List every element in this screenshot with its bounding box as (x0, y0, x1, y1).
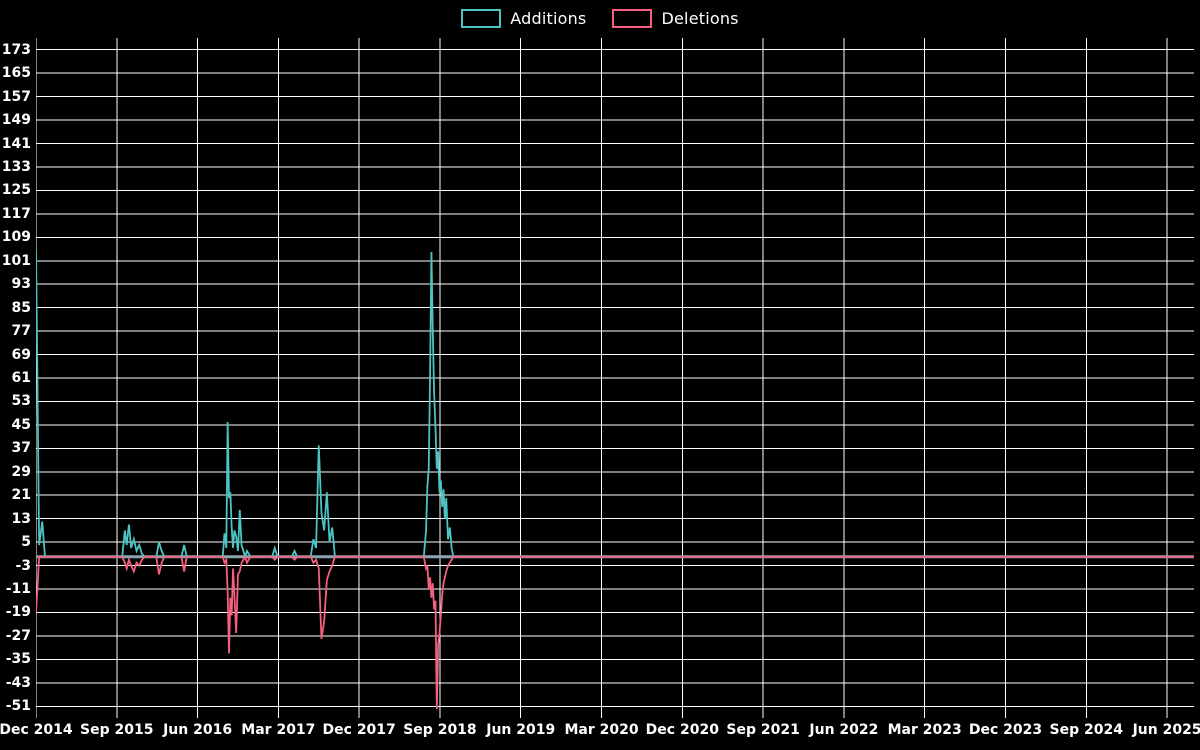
chart-svg (36, 38, 1194, 718)
y-axis-tick-label: 101 (1, 252, 31, 269)
y-axis-tick-label: 125 (1, 182, 31, 199)
x-axis-tick-label: Mar 2023 (887, 722, 962, 738)
y-axis-tick-label: 85 (11, 299, 31, 316)
y-axis-tick-label: -35 (5, 651, 31, 668)
series-line-additions (36, 249, 1194, 560)
plot-area (36, 38, 1194, 718)
x-axis-tick-label: Sep 2021 (726, 722, 800, 738)
x-axis-tick-label: Mar 2020 (564, 722, 639, 738)
chart-legend: Additions Deletions (0, 0, 1200, 36)
data-series (36, 249, 1194, 710)
legend-label-deletions: Deletions (661, 8, 739, 28)
y-axis-tick-label: 93 (11, 276, 31, 293)
y-axis-tick-label: 149 (1, 112, 31, 129)
legend-entry-deletions[interactable]: Deletions (612, 8, 739, 28)
y-axis-tick-label: 117 (1, 205, 31, 222)
x-axis-tick-label: Sep 2018 (403, 722, 477, 738)
y-axis-tick-label: 45 (11, 416, 31, 433)
legend-label-additions: Additions (510, 8, 587, 28)
y-axis-tick-label: 157 (1, 88, 31, 105)
x-axis-tick-label: Jun 2022 (809, 722, 879, 738)
x-axis-tick-label: Jun 2019 (486, 722, 556, 738)
x-axis-tick-labels: Dec 2014 Sep 2015 Jun 2016 Mar 2017 Dec 2017… (0, 722, 1200, 750)
x-axis-tick-label: Dec 2014 (0, 722, 73, 738)
y-axis-tick-label: 29 (11, 463, 31, 480)
x-axis-tick-label: Sep 2015 (80, 722, 154, 738)
y-axis-tick-label: -51 (5, 698, 31, 715)
x-axis-tick-label: Jun 2016 (163, 722, 233, 738)
y-axis-tick-label: 13 (11, 510, 31, 527)
y-axis-tick-label: 77 (11, 323, 31, 340)
grid-lines (36, 38, 1194, 718)
y-axis-tick-label: 21 (11, 487, 31, 504)
y-axis-tick-label: -27 (5, 627, 31, 644)
y-axis-tick-label: 173 (1, 41, 31, 58)
series-line-deletions (36, 554, 1194, 710)
y-axis-tick-label: 53 (11, 393, 31, 410)
legend-entry-additions[interactable]: Additions (461, 8, 587, 28)
y-axis-tick-label: 109 (1, 229, 31, 246)
y-axis-tick-label: 37 (11, 440, 31, 457)
x-axis-tick-label: Jun 2025 (1132, 722, 1200, 738)
legend-swatch-icon-additions (461, 8, 502, 28)
y-axis-tick-label: 165 (1, 65, 31, 82)
legend-swatch-icon-deletions (612, 8, 653, 28)
x-axis-tick-label: Mar 2017 (241, 722, 316, 738)
y-axis-tick-label: 69 (11, 346, 31, 363)
x-axis-tick-label: Sep 2024 (1049, 722, 1123, 738)
x-axis-tick-label: Dec 2020 (645, 722, 719, 738)
y-axis-tick-label: -19 (5, 604, 31, 621)
y-axis-tick-label: 61 (11, 370, 31, 386)
y-axis-tick-label: 5 (21, 534, 31, 551)
y-axis-tick-label: -11 (5, 581, 31, 598)
x-axis-tick-label: Dec 2017 (322, 722, 396, 738)
y-axis-tick-labels: 173 165 157 149 141 133 125 117 109 101 93 85 77 69 61… (0, 38, 31, 718)
y-axis-tick-label: -3 (15, 557, 31, 574)
y-axis-tick-label: -43 (5, 674, 31, 691)
y-axis-tick-label: 133 (1, 158, 31, 175)
x-axis-tick-label: Dec 2023 (968, 722, 1043, 738)
y-axis-tick-label: 141 (1, 135, 31, 152)
